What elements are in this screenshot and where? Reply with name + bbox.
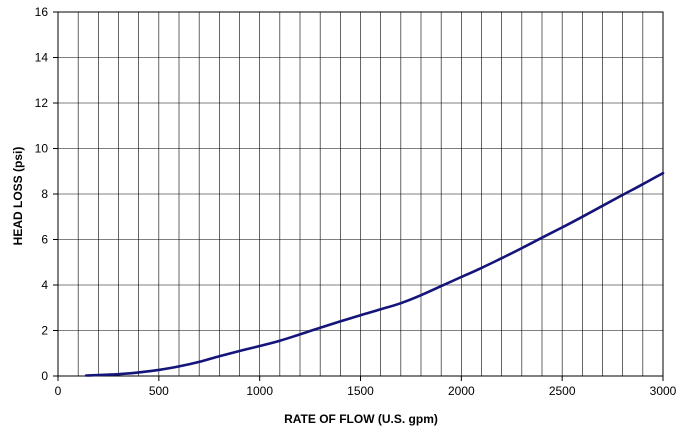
x-tick-label: 2500 — [549, 384, 576, 398]
y-tick-label: 14 — [35, 51, 49, 65]
x-tick-label: 1000 — [246, 384, 273, 398]
y-tick-label: 12 — [35, 96, 49, 110]
grid-layer — [57, 11, 664, 377]
x-axis-title: RATE OF FLOW (U.S. gpm) — [284, 412, 438, 426]
series-layer — [84, 171, 665, 377]
y-tick-label: 8 — [41, 187, 48, 201]
y-tick-label: 6 — [41, 233, 48, 247]
x-tick-label: 0 — [55, 384, 62, 398]
x-tick-label: 2000 — [448, 384, 475, 398]
y-tick-label: 16 — [35, 5, 49, 19]
y-tick-label: 0 — [41, 369, 48, 383]
x-tick-label: 500 — [149, 384, 169, 398]
y-tick-label: 4 — [41, 278, 48, 292]
head-loss-series-line — [84, 171, 665, 377]
y-tick-label: 10 — [35, 142, 49, 156]
x-tick-label: 3000 — [650, 384, 677, 398]
y-tick-label: 2 — [41, 324, 48, 338]
tick-layer: 0 500 1000 1500 2000 2500 3000 0 2 4 6 8 10 12 14 16 — [35, 5, 677, 398]
y-axis-title: HEAD LOSS (psi) — [11, 147, 25, 246]
x-tick-label: 1500 — [347, 384, 374, 398]
